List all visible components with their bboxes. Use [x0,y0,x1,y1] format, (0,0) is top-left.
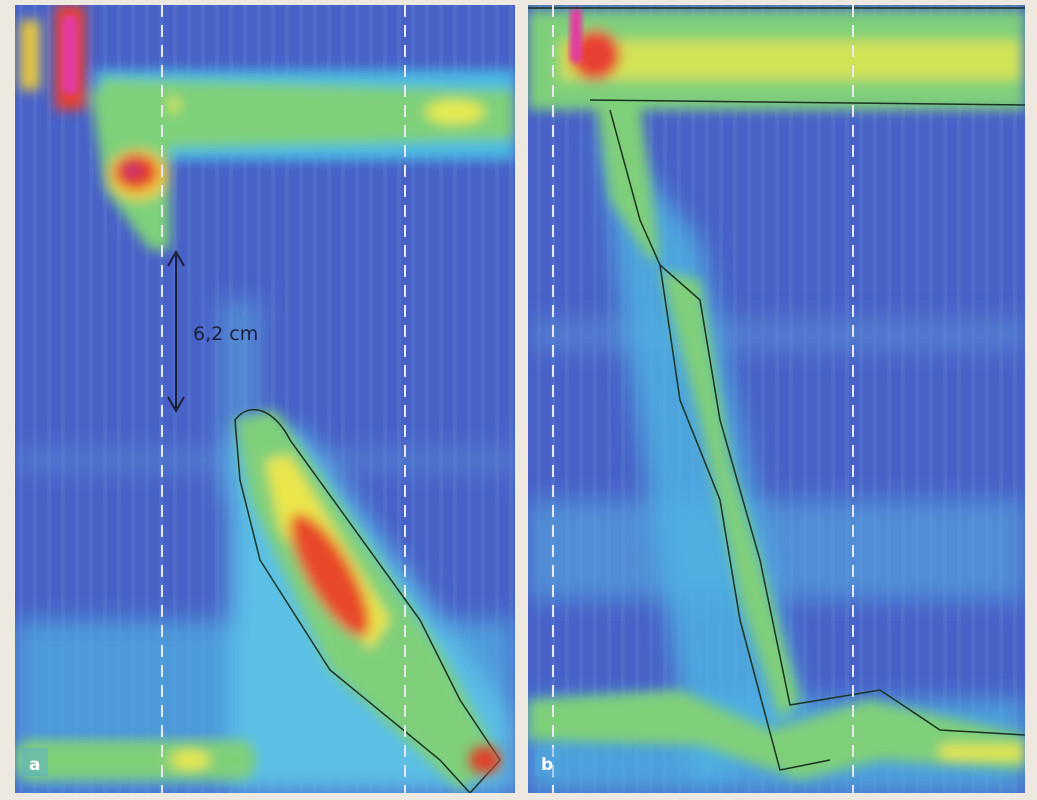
panel-b [528,5,1025,793]
panel-label: b [541,755,553,775]
panel-a [15,5,515,793]
label-box [22,748,48,776]
panel-label: a [29,755,40,775]
distance-annotation: 6,2 cm [193,323,258,345]
label-box [535,748,561,776]
